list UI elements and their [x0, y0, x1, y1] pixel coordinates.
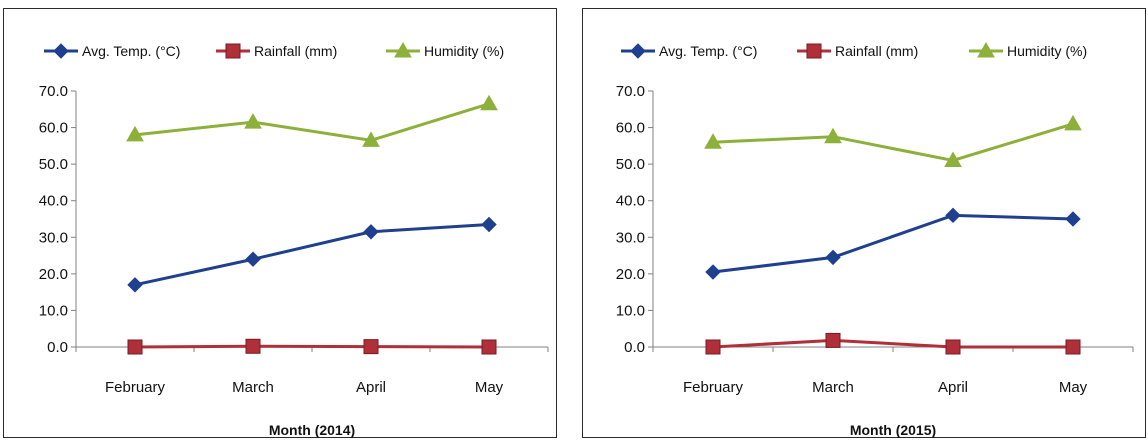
- legend-label: Avg. Temp. (°C): [659, 43, 757, 59]
- y-tick-label: 70.0: [616, 83, 645, 100]
- data-point: [945, 339, 961, 355]
- data-point: [825, 249, 841, 266]
- series-line: [712, 122, 1074, 163]
- y-tick-label: 40.0: [39, 193, 68, 210]
- legend-entry: Rainfall (mm): [216, 43, 337, 59]
- x-tick-label: March: [232, 379, 274, 396]
- data-point: [705, 339, 721, 355]
- series-line: [134, 222, 490, 287]
- line-chart-2015: Avg. Temp. (°C) Rainfall (mm) Humidity (%)…: [616, 41, 1134, 438]
- data-point: [126, 125, 144, 142]
- y-tick-label: 10.0: [39, 302, 68, 319]
- y-tick-label: 20.0: [39, 266, 68, 283]
- data-point: [363, 339, 379, 355]
- x-tick-label: April: [356, 379, 386, 396]
- data-point: [1065, 339, 1081, 355]
- legend-entry: Humidity (%): [969, 41, 1087, 59]
- series-line: [712, 338, 1073, 349]
- y-tick-label: 40.0: [616, 193, 645, 210]
- series-line: [134, 102, 490, 142]
- data-point: [704, 133, 722, 149]
- data-point: [244, 113, 262, 129]
- data-point: [245, 251, 261, 267]
- data-point: [944, 151, 962, 167]
- chart-panel-left: Avg. Temp. (°C) Rainfall (mm) Humidity (%)…: [3, 8, 557, 438]
- data-point: [481, 216, 497, 233]
- data-point: [705, 264, 721, 280]
- legend-label: Rainfall (mm): [835, 43, 918, 59]
- data-point: [127, 339, 143, 355]
- legend-marker: [630, 43, 646, 59]
- y-tick-label: 50.0: [616, 156, 645, 173]
- legend-entry: Humidity (%): [386, 41, 504, 59]
- legend-label: Humidity (%): [424, 43, 504, 59]
- data-point: [362, 131, 380, 147]
- y-tick-label: 30.0: [616, 229, 645, 246]
- data-point: [480, 94, 498, 111]
- series-line: [134, 344, 490, 349]
- x-tick-label: February: [105, 379, 166, 396]
- legend-entry: Avg. Temp. (°C): [44, 43, 180, 59]
- data-point: [825, 332, 841, 348]
- data-point: [481, 339, 497, 355]
- legend-label: Humidity (%): [1007, 43, 1087, 59]
- y-tick-label: 0.0: [624, 339, 645, 356]
- data-point: [1064, 114, 1082, 131]
- x-axis-title: Month (2014): [269, 422, 355, 438]
- x-tick-label: May: [1059, 379, 1088, 396]
- x-tick-label: March: [812, 379, 854, 396]
- legend-marker: [394, 41, 412, 58]
- x-axis-title: Month (2015): [850, 422, 936, 438]
- line-chart-2014: Avg. Temp. (°C) Rainfall (mm) Humidity (%)…: [39, 41, 549, 438]
- x-tick-label: May: [475, 379, 504, 396]
- x-tick-label: February: [683, 379, 744, 396]
- y-tick-label: 60.0: [39, 120, 68, 137]
- y-tick-label: 20.0: [616, 266, 645, 283]
- series-line: [712, 213, 1074, 274]
- legend-marker: [225, 43, 241, 59]
- data-point: [945, 207, 961, 224]
- y-tick-label: 60.0: [616, 120, 645, 137]
- legend-marker: [977, 41, 995, 58]
- x-tick-label: April: [938, 379, 968, 396]
- legend-entry: Rainfall (mm): [797, 43, 918, 59]
- chart-panel-right: Avg. Temp. (°C) Rainfall (mm) Humidity (%)…: [582, 8, 1146, 438]
- legend-label: Avg. Temp. (°C): [82, 43, 180, 59]
- data-point: [245, 338, 261, 354]
- y-tick-label: 30.0: [39, 229, 68, 246]
- y-tick-label: 70.0: [39, 83, 68, 100]
- y-tick-label: 50.0: [39, 156, 68, 173]
- legend-marker: [806, 43, 822, 59]
- legend-entry: Avg. Temp. (°C): [621, 43, 757, 59]
- legend-marker: [53, 43, 69, 59]
- data-point: [363, 224, 379, 240]
- y-tick-label: 10.0: [616, 302, 645, 319]
- data-point: [127, 277, 143, 293]
- y-tick-label: 0.0: [47, 339, 68, 356]
- legend-label: Rainfall (mm): [254, 43, 337, 59]
- data-point: [824, 127, 842, 144]
- data-point: [1065, 211, 1081, 227]
